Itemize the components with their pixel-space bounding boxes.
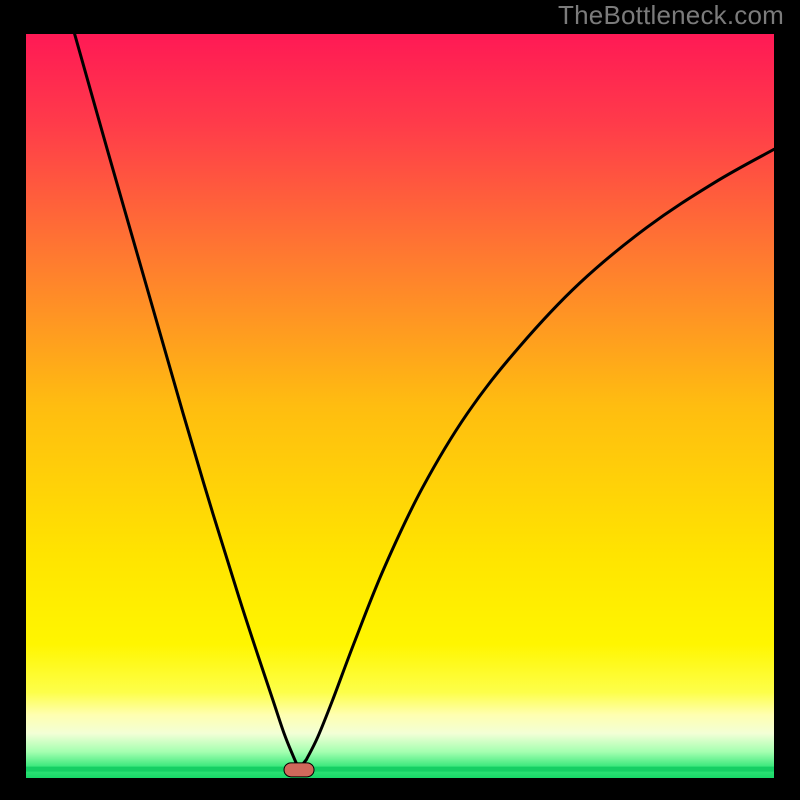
optimum-marker — [284, 763, 314, 777]
gradient-background — [26, 34, 774, 778]
plot-area — [26, 34, 774, 778]
chart-frame: TheBottleneck.com — [0, 0, 800, 800]
bottleneck-chart — [26, 34, 774, 778]
watermark-text: TheBottleneck.com — [558, 0, 784, 31]
